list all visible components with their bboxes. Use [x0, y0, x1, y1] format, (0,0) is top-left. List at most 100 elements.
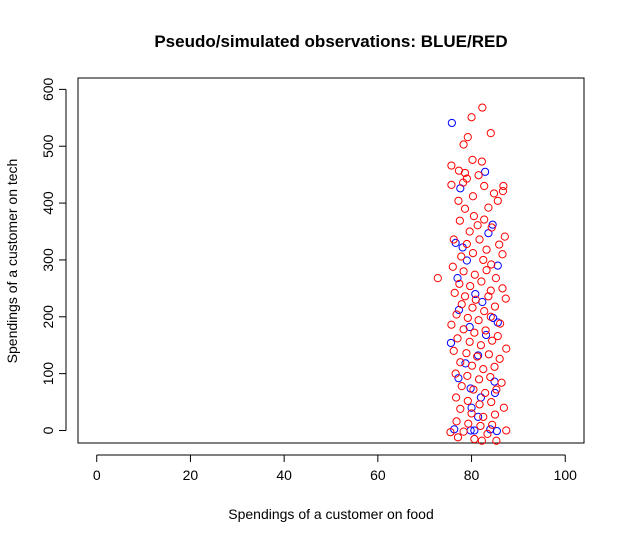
data-point [452, 310, 461, 319]
data-point [455, 279, 464, 288]
x-axis-label: Spendings of a customer on food [228, 506, 433, 522]
data-point [448, 262, 457, 271]
data-point [490, 362, 499, 371]
data-point [463, 133, 472, 142]
data-point [502, 344, 511, 353]
data-point [449, 346, 458, 355]
data-point [466, 281, 475, 291]
data-point [468, 155, 477, 164]
data-point [488, 420, 497, 429]
data-point [475, 400, 484, 409]
data-point [465, 227, 474, 236]
data-point [452, 417, 461, 426]
data-point [467, 361, 477, 370]
data-point [479, 364, 488, 374]
data-point [489, 189, 499, 198]
data-point [467, 403, 476, 412]
data-point [451, 393, 461, 402]
data-point [492, 385, 501, 394]
data-point [467, 113, 476, 122]
data-point [486, 129, 495, 138]
data-point [487, 397, 496, 407]
data-point [490, 410, 500, 419]
y-tick-label: 400 [40, 191, 56, 215]
y-tick-label: 0 [40, 426, 56, 434]
data-point [486, 372, 495, 382]
data-point [471, 289, 480, 299]
data-point [502, 426, 511, 435]
data-point [477, 157, 486, 166]
data-point [456, 358, 465, 367]
data-point [493, 196, 502, 205]
y-tick-label: 500 [40, 134, 56, 158]
data-point [453, 334, 462, 343]
data-point [475, 235, 484, 244]
data-point [490, 377, 499, 386]
data-point [474, 375, 484, 384]
data-point [464, 419, 473, 428]
data-point [446, 338, 456, 348]
data-point [459, 140, 468, 149]
data-point [468, 249, 478, 258]
y-tick-label: 100 [40, 362, 56, 386]
data-point [449, 235, 458, 244]
data-point [463, 396, 472, 406]
data-point [481, 330, 491, 340]
data-point [499, 181, 508, 191]
data-point [470, 426, 479, 435]
data-point [460, 168, 470, 178]
data-point [462, 256, 471, 265]
data-point [447, 180, 456, 189]
data-point [480, 306, 489, 316]
data-point [460, 204, 470, 213]
data-point [455, 216, 464, 225]
x-tick-label: 20 [183, 467, 199, 483]
data-point [446, 428, 455, 437]
data-point [474, 316, 483, 325]
data-point [479, 255, 488, 265]
data-point [495, 240, 504, 249]
data-point [498, 187, 508, 196]
data-point [465, 337, 474, 346]
y-tick-label: 200 [40, 305, 56, 329]
data-point [447, 320, 456, 329]
data-point [486, 312, 495, 321]
plot-frame [77, 77, 585, 444]
x-tick-label: 100 [554, 467, 578, 483]
data-point [473, 352, 482, 361]
x-tick-label: 60 [370, 467, 386, 483]
data-point [481, 326, 490, 335]
data-point [493, 332, 502, 341]
data-point [460, 292, 470, 301]
data-point [453, 433, 463, 442]
data-point [457, 300, 466, 309]
data-points [433, 103, 511, 445]
data-point [474, 351, 483, 360]
data-point [463, 313, 472, 323]
data-point [457, 252, 466, 261]
data-point [457, 382, 466, 391]
data-point [462, 349, 471, 358]
data-point [478, 103, 487, 112]
data-point [492, 436, 501, 445]
data-point [499, 403, 508, 412]
data-point [481, 388, 490, 398]
data-point [500, 232, 509, 241]
data-point [476, 393, 486, 402]
data-point [453, 274, 462, 283]
y-axis-label: Spendings of a customer on tech [4, 159, 20, 364]
data-point [450, 288, 459, 298]
data-point [482, 266, 491, 275]
data-point [463, 371, 472, 381]
data-point [476, 341, 486, 350]
data-point [477, 436, 486, 445]
data-point [486, 286, 495, 295]
data-point [459, 427, 468, 436]
data-point [496, 319, 505, 328]
data-point [459, 267, 468, 276]
data-point [488, 336, 497, 345]
data-point [480, 181, 489, 191]
data-point [474, 171, 483, 180]
